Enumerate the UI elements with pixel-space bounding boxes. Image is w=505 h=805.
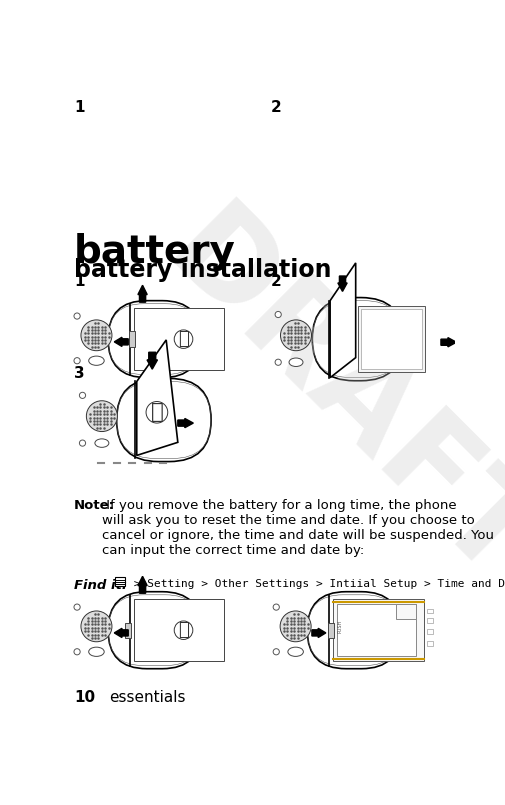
Text: PUSH: PUSH [337,620,342,633]
Bar [358,306,425,372]
Bar [361,309,422,369]
Text: Ⓜ: Ⓜ [150,402,163,423]
Circle shape [79,440,86,446]
Bar [115,577,125,586]
Circle shape [86,401,117,431]
Polygon shape [441,337,457,347]
Polygon shape [330,263,356,378]
Text: Ⓜ: Ⓜ [178,621,189,639]
Circle shape [81,320,112,351]
Circle shape [280,320,312,351]
Bar [129,332,135,347]
Bar [427,630,433,634]
FancyBboxPatch shape [312,298,403,381]
Ellipse shape [89,647,104,656]
Circle shape [275,312,281,318]
Circle shape [273,649,279,654]
Polygon shape [147,353,158,369]
Bar [427,609,433,613]
Circle shape [74,649,80,654]
Polygon shape [338,276,347,291]
Text: essentials: essentials [110,690,186,704]
Polygon shape [114,337,128,346]
Ellipse shape [289,358,303,366]
Polygon shape [312,628,326,638]
Circle shape [74,313,80,319]
Circle shape [174,621,193,639]
Bar [134,600,224,661]
Text: DRAFT: DRAFT [142,192,505,609]
Text: 3: 3 [74,366,85,381]
Text: Ⓜ: Ⓜ [178,330,189,348]
Text: 2: 2 [271,101,282,115]
FancyBboxPatch shape [117,378,211,461]
Text: Find it:: Find it: [74,580,127,592]
Text: > Setting > Other Settings > Intiial Setup > Time and Date: > Setting > Other Settings > Intiial Set… [127,580,505,589]
Circle shape [81,611,112,642]
Text: If you remove the battery for a long time, the phone
will ask you to reset the t: If you remove the battery for a long tim… [102,498,494,556]
Polygon shape [114,628,128,638]
Polygon shape [178,419,193,427]
Bar [427,618,433,622]
Circle shape [174,330,193,349]
Ellipse shape [288,647,304,656]
Polygon shape [138,576,147,593]
Circle shape [74,357,80,364]
Circle shape [275,359,281,365]
Bar [125,622,131,638]
Ellipse shape [95,439,109,448]
Bar [134,308,224,370]
Bar [333,600,424,661]
Text: 1: 1 [74,101,84,115]
Text: battery installation: battery installation [74,258,331,282]
Bar [396,604,416,619]
Circle shape [74,604,80,610]
Ellipse shape [89,356,104,365]
FancyBboxPatch shape [108,300,201,378]
Circle shape [280,611,311,642]
FancyBboxPatch shape [108,592,201,669]
Polygon shape [137,340,178,456]
Circle shape [79,392,86,398]
Text: 1: 1 [74,274,84,289]
Text: 10: 10 [74,690,95,704]
FancyBboxPatch shape [307,592,400,669]
Text: 2: 2 [271,274,282,289]
Polygon shape [138,285,147,302]
Bar [337,604,416,656]
Text: Note:: Note: [74,498,115,511]
Circle shape [146,402,168,423]
Text: battery: battery [74,233,236,271]
Circle shape [273,604,279,610]
Bar [328,622,334,638]
Bar [427,641,433,646]
